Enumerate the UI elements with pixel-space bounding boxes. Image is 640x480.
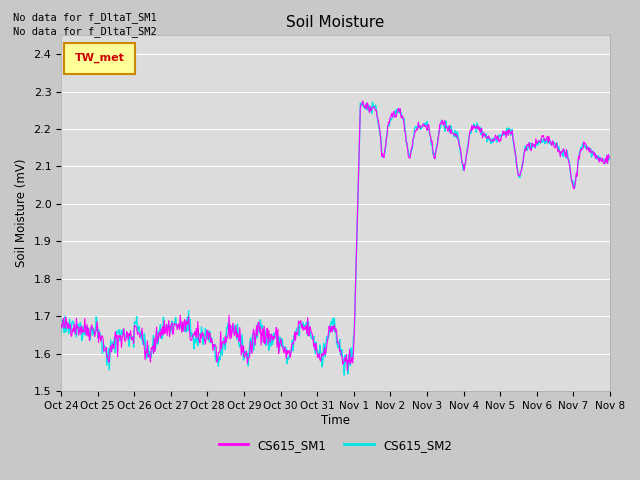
Legend: CS615_SM1, CS615_SM2: CS615_SM1, CS615_SM2	[214, 434, 457, 456]
Text: No data for f_DltaT_SM1: No data for f_DltaT_SM1	[13, 12, 157, 23]
X-axis label: Time: Time	[321, 414, 350, 427]
Text: TW_met: TW_met	[75, 53, 125, 63]
Y-axis label: Soil Moisture (mV): Soil Moisture (mV)	[15, 159, 28, 267]
Title: Soil Moisture: Soil Moisture	[286, 15, 385, 30]
Text: No data for f_DltaT_SM2: No data for f_DltaT_SM2	[13, 26, 157, 37]
